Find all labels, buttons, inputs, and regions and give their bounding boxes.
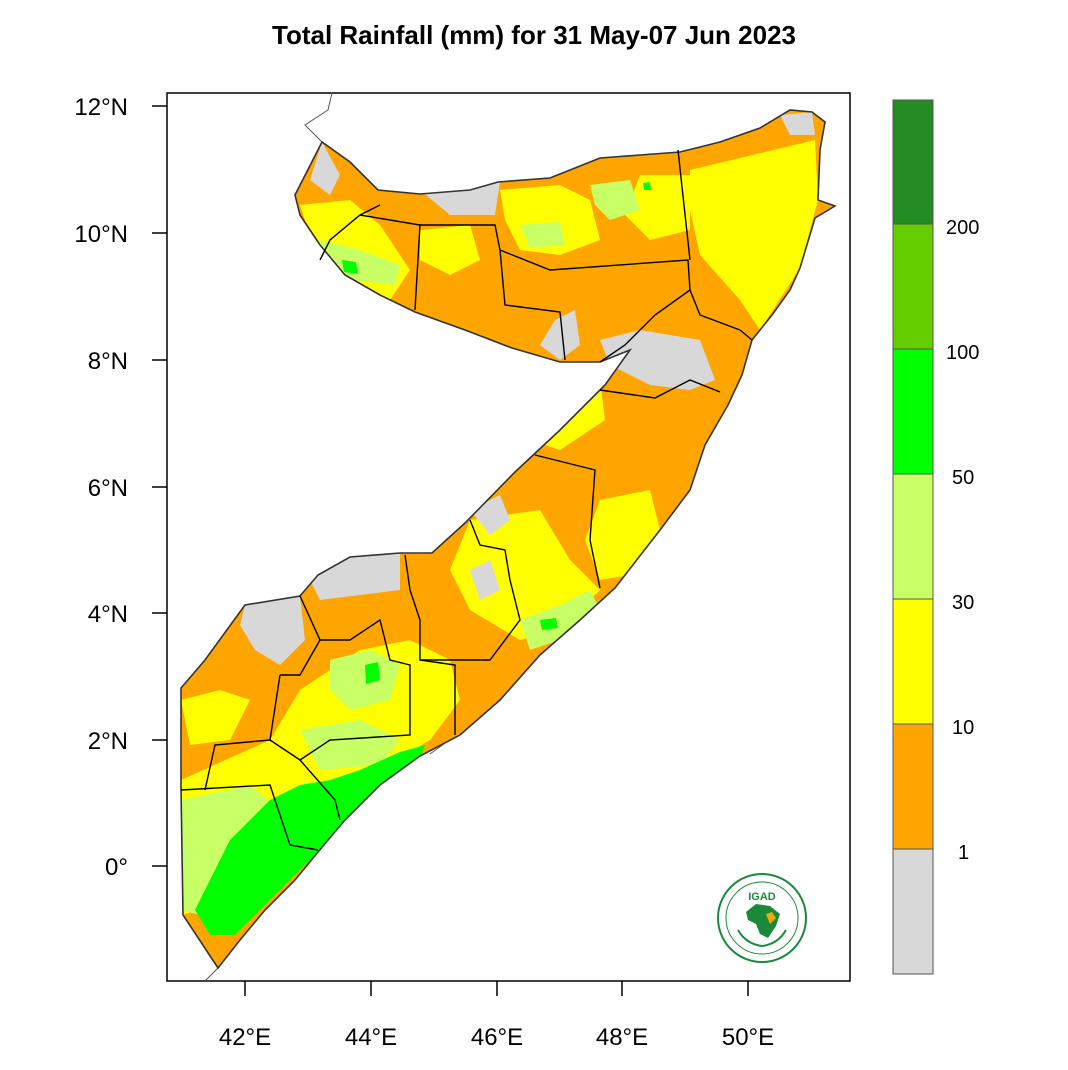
- y-tick-2N: 2°N: [88, 728, 128, 755]
- igad-logo: IGAD: [717, 873, 807, 963]
- colorbar-bin-2: [892, 598, 934, 725]
- y-tick-10N: 10°N: [74, 221, 128, 248]
- x-axis: 42°E 44°E 46°E 48°E 50°E: [219, 981, 774, 1051]
- colorbar-bin-3: [892, 473, 934, 600]
- colorbar-label-30: 30: [952, 592, 974, 614]
- laurel-icon: [737, 929, 787, 948]
- colorbar-label-10: 10: [952, 717, 974, 739]
- y-tick-8N: 8°N: [88, 348, 128, 375]
- x-tick-50E: 50°E: [722, 1024, 774, 1051]
- colorbar-label-1: 1: [958, 842, 969, 864]
- colorbar-bin-6: [892, 99, 934, 225]
- colorbar-bin-5: [892, 223, 934, 350]
- colorbar-bin-0: [892, 848, 934, 975]
- colorbar-bin-1: [892, 723, 934, 850]
- colorbar-label-200: 200: [946, 217, 979, 239]
- rainfall-field: [181, 110, 835, 968]
- x-tick-48E: 48°E: [596, 1024, 648, 1051]
- y-tick-12N: 12°N: [74, 94, 128, 121]
- y-axis: 12°N 10°N 8°N 6°N 4°N 2°N 0°: [74, 94, 167, 881]
- x-tick-46E: 46°E: [471, 1024, 523, 1051]
- logo-text: IGAD: [748, 891, 776, 903]
- colorbar-label-100: 100: [946, 342, 979, 364]
- plot-frame: [166, 92, 851, 982]
- colorbar: 1 10 30 50 100 200: [892, 99, 979, 975]
- y-tick-4N: 4°N: [88, 601, 128, 628]
- colorbar-label-50: 50: [952, 467, 974, 489]
- map-title: Total Rainfall (mm) for 31 May-07 Jun 20…: [272, 20, 796, 50]
- region-boundaries: [180, 149, 753, 851]
- x-tick-44E: 44°E: [345, 1024, 397, 1051]
- y-tick-6N: 6°N: [88, 475, 128, 502]
- colorbar-bin-4: [892, 348, 934, 475]
- y-tick-0: 0°: [105, 854, 128, 881]
- x-tick-42E: 42°E: [219, 1024, 271, 1051]
